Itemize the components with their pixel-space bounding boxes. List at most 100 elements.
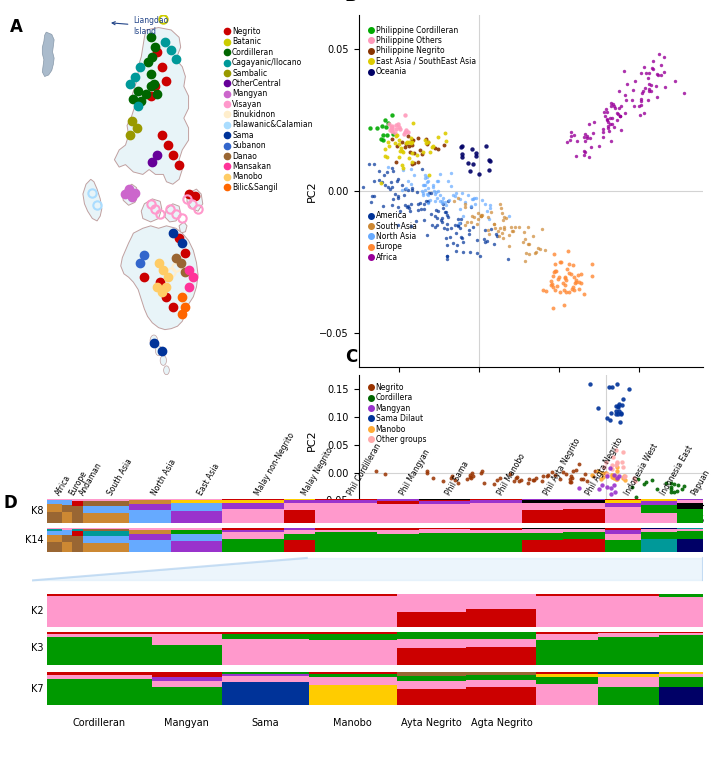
Point [445, 472, 456, 484]
Point [475, 210, 486, 222]
Point [405, 163, 417, 175]
Point [549, 248, 560, 260]
Point [588, 116, 599, 129]
Point [475, 210, 487, 222]
Point [568, 281, 579, 293]
Text: Malay Negrito: Malay Negrito [300, 446, 334, 496]
Point [610, 409, 622, 421]
Point [397, 164, 409, 176]
Bar [222, 639, 309, 665]
Polygon shape [141, 199, 162, 222]
Point [393, 173, 404, 185]
Text: North Asia: North Asia [150, 457, 178, 496]
Point [505, 220, 517, 233]
Point [597, 122, 608, 135]
Point [382, 181, 394, 193]
Bar [419, 533, 470, 552]
Text: Phil Cordilleran: Phil Cordilleran [346, 441, 384, 496]
Point [407, 117, 418, 129]
Point [386, 125, 397, 137]
Point [528, 474, 540, 487]
Point [431, 175, 442, 187]
Point [599, 106, 610, 119]
Polygon shape [115, 28, 189, 184]
Bar [284, 503, 315, 509]
Point [611, 379, 622, 391]
Point [478, 233, 490, 245]
Point [467, 158, 479, 171]
Point [637, 86, 649, 98]
Point [639, 82, 650, 94]
Bar [677, 500, 703, 503]
Point [604, 100, 616, 112]
Point [602, 114, 613, 126]
Point [614, 84, 625, 96]
Point [609, 487, 621, 499]
Point [518, 226, 530, 238]
Point [556, 256, 567, 269]
Point [653, 48, 665, 60]
Point [561, 136, 573, 148]
Point [455, 203, 466, 215]
Bar [467, 609, 536, 627]
Text: Liangdao
Island: Liangdao Island [112, 16, 168, 36]
Point [422, 171, 433, 183]
Text: Papuan: Papuan [690, 467, 712, 496]
Point [605, 483, 617, 495]
Point [578, 288, 589, 300]
Point [382, 117, 394, 129]
Point [483, 228, 495, 240]
Text: Mangyan: Mangyan [164, 718, 209, 728]
Point [441, 223, 452, 235]
Bar [62, 499, 72, 500]
Bar [82, 531, 129, 536]
Point [494, 198, 505, 210]
Point [351, 165, 362, 177]
Point [617, 471, 629, 483]
Point [658, 66, 670, 78]
Point [568, 271, 579, 283]
Point [559, 272, 571, 284]
Point [369, 190, 380, 202]
Point [423, 187, 435, 200]
Point [460, 219, 471, 231]
Point [467, 193, 478, 205]
Bar [598, 677, 659, 687]
Point [584, 378, 595, 390]
Point [437, 195, 448, 207]
Point [396, 179, 407, 191]
Bar [677, 539, 703, 552]
Bar [62, 530, 72, 535]
Point [418, 198, 429, 210]
Point [402, 184, 414, 197]
Point [432, 184, 444, 197]
Point [467, 470, 479, 483]
Bar [284, 534, 315, 540]
Text: Andaman: Andaman [77, 461, 104, 496]
Point [468, 191, 480, 203]
Point [435, 168, 446, 181]
Point [665, 477, 677, 489]
Point [445, 167, 457, 179]
Point [402, 174, 414, 187]
Y-axis label: PC2: PC2 [307, 181, 317, 202]
Point [381, 166, 393, 178]
Bar [522, 533, 563, 540]
Point [400, 124, 412, 136]
Point [407, 184, 418, 197]
Point [472, 247, 483, 259]
Point [548, 265, 559, 278]
Point [398, 188, 409, 200]
Bar [397, 672, 467, 675]
Point [429, 194, 441, 207]
Bar [284, 530, 315, 534]
Point [584, 132, 596, 144]
Point [575, 473, 587, 485]
Bar [522, 529, 563, 533]
Point [422, 181, 433, 194]
Point [599, 467, 610, 480]
Point [647, 474, 658, 487]
Point [377, 134, 389, 146]
Bar [659, 677, 703, 687]
Point [613, 470, 625, 482]
